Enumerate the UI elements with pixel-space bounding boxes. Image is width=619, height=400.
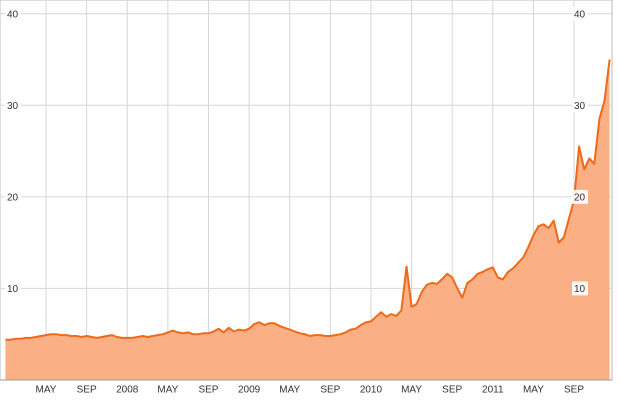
tick-label-box (5, 281, 21, 296)
x-tick-label: MAY (401, 385, 422, 396)
y-tick-label-right: 10 (574, 284, 586, 295)
x-tick-label: MAY (36, 385, 57, 396)
x-tick-label: SEP (442, 385, 462, 396)
tick-label-box (572, 6, 588, 21)
y-tick-label-left: 30 (7, 101, 19, 112)
y-tick-label-right: 30 (574, 101, 586, 112)
area (5, 59, 610, 380)
tick-label-box (572, 189, 588, 204)
y-tick-label-right: 40 (574, 9, 586, 20)
y-tick-label-left: 20 (7, 193, 19, 204)
tick-label-box (5, 98, 21, 113)
tick-label-box (572, 281, 588, 296)
y-tick-label-left: 10 (7, 284, 19, 295)
x-tick-label: 2010 (360, 385, 383, 396)
line (5, 59, 611, 341)
x-tick-label: SEP (77, 385, 97, 396)
tick-label-box (5, 6, 21, 21)
x-tick-label: 2008 (116, 385, 139, 396)
x-tick-label: MAY (157, 385, 178, 396)
y-tick-label-left: 40 (7, 9, 19, 20)
x-tick-label: 2011 (482, 385, 504, 396)
x-tick-label: 2009 (238, 385, 261, 396)
x-tick-label: MAY (523, 385, 544, 396)
tick-label-box (5, 189, 21, 204)
x-tick-label: SEP (198, 385, 218, 396)
y-tick-label-right: 20 (574, 193, 586, 204)
tick-label-box (572, 98, 588, 113)
x-tick-label: SEP (564, 385, 584, 396)
x-tick-label: MAY (279, 385, 300, 396)
x-tick-label: SEP (320, 385, 340, 396)
